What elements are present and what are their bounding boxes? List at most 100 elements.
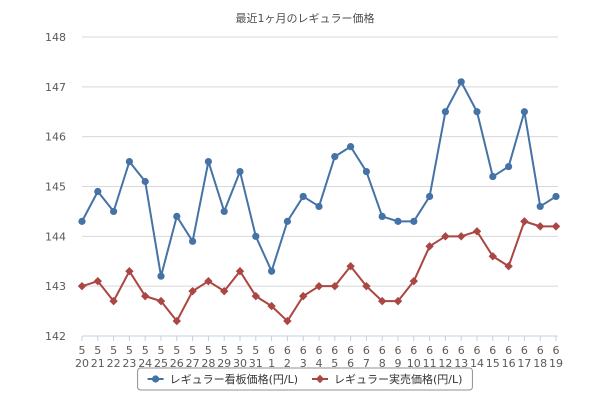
x-tick-day: 9 [395, 357, 402, 370]
data-point [267, 301, 276, 311]
x-tick-day: 22 [107, 357, 121, 370]
x-tick-month: 5 [173, 344, 180, 357]
data-point [536, 202, 544, 211]
data-point [283, 217, 291, 225]
x-tick-month: 5 [142, 344, 149, 357]
data-point [235, 267, 245, 276]
data-point [362, 281, 371, 291]
data-point [410, 217, 418, 225]
data-point [172, 316, 181, 326]
x-tick-day: 12 [438, 357, 452, 370]
data-point [251, 291, 260, 301]
legend-marker [151, 375, 160, 383]
data-point [173, 212, 181, 220]
x-tick-month: 5 [110, 344, 117, 357]
series-1 [78, 78, 560, 280]
data-point [331, 153, 339, 161]
data-point [156, 296, 166, 306]
data-point [378, 212, 386, 220]
data-point [330, 281, 339, 291]
x-tick-day: 3 [300, 357, 307, 370]
x-tick-day: 8 [379, 357, 386, 370]
x-tick-day: 25 [154, 357, 168, 370]
chart-title: 最近1ヶ月のレギュラー価格 [236, 11, 375, 25]
data-point [204, 157, 212, 166]
data-point [441, 108, 449, 116]
data-point [378, 296, 387, 306]
legend-item-1[interactable]: レギュラー看板価格(円/L) [147, 372, 298, 386]
x-tick-month: 5 [252, 344, 259, 357]
x-tick-month: 6 [395, 344, 402, 357]
x-tick-day: 11 [423, 357, 437, 370]
legend-item-2[interactable]: レギュラー実売価格(円/L) [312, 372, 462, 386]
data-point [93, 276, 102, 286]
data-point [551, 222, 561, 231]
x-tick-month: 6 [363, 344, 370, 357]
x-tick-day: 17 [517, 357, 531, 370]
y-tick-label: 145 [45, 181, 66, 194]
data-point [110, 207, 118, 216]
x-tick-day: 5 [331, 357, 338, 370]
legend[interactable]: レギュラー看板価格(円/L) レギュラー実売価格(円/L) [137, 367, 473, 391]
y-tick-label: 148 [45, 31, 66, 44]
data-point [236, 167, 244, 176]
data-point [347, 143, 355, 151]
data-point [77, 281, 87, 291]
data-point [94, 187, 102, 196]
data-point [488, 252, 497, 261]
data-point [504, 262, 513, 271]
x-tick-day: 29 [217, 357, 231, 370]
x-tick-day: 24 [138, 357, 152, 370]
x-tick-month: 6 [489, 344, 496, 357]
legend-box [137, 367, 473, 391]
data-point [157, 272, 165, 280]
x-tick-month: 6 [316, 344, 323, 357]
x-tick-day: 1 [268, 357, 275, 370]
x-tick-month: 6 [505, 344, 512, 357]
x-tick-day: 19 [549, 357, 563, 370]
data-point [489, 172, 497, 181]
data-point [536, 222, 545, 231]
y-tick-label: 142 [45, 330, 66, 343]
y-tick-label: 143 [45, 280, 66, 293]
x-tick-month: 6 [300, 344, 307, 357]
data-point [189, 237, 197, 245]
x-tick-month: 5 [79, 344, 86, 357]
series-line [81, 80, 557, 278]
x-tick-day: 26 [170, 357, 184, 370]
data-point [520, 217, 529, 226]
data-point [78, 217, 86, 225]
data-point [362, 167, 370, 176]
data-point [141, 291, 150, 301]
x-tick-month: 6 [537, 344, 544, 357]
x-tick-day: 23 [122, 357, 136, 370]
data-point [457, 78, 465, 86]
y-tick-label: 146 [45, 131, 66, 144]
data-point [125, 157, 133, 166]
x-tick-day: 13 [454, 357, 468, 370]
data-point [457, 232, 466, 241]
data-point [520, 108, 529, 116]
x-tick-month: 5 [205, 344, 212, 357]
x-tick-month: 6 [458, 344, 465, 357]
x-tick-day: 16 [502, 357, 516, 370]
data-point [268, 267, 276, 275]
series-2 [77, 217, 561, 326]
legend-label: レギュラー看板価格(円/L) [170, 372, 298, 386]
x-tick-month: 6 [284, 344, 291, 357]
x-tick-day: 30 [233, 357, 247, 370]
data-point [426, 192, 434, 201]
y-tick-label: 144 [45, 230, 66, 243]
data-point [299, 192, 307, 201]
data-point [346, 262, 355, 271]
series [77, 78, 561, 326]
data-point [552, 192, 560, 201]
data-point [141, 177, 149, 186]
data-point [393, 296, 403, 306]
x-tick-month: 5 [237, 344, 244, 357]
x-tick-day: 20 [75, 357, 89, 370]
x-tick-day: 21 [91, 357, 105, 370]
data-point [188, 286, 197, 296]
x-tick-day: 4 [316, 357, 323, 370]
